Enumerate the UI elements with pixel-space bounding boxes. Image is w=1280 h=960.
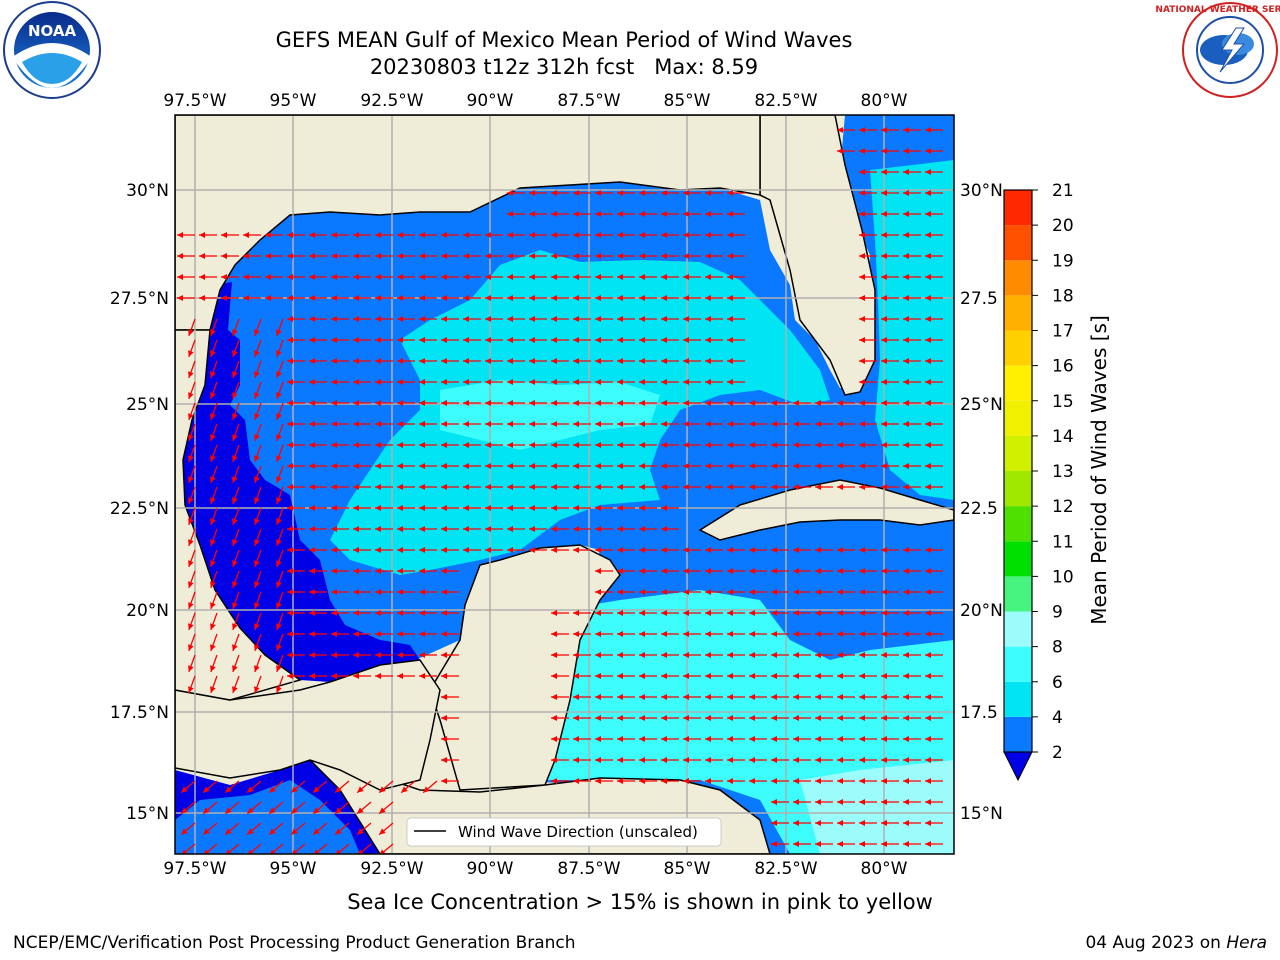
arrow-legend: Wind Wave Direction (unscaled) — [406, 817, 722, 847]
colorbar-segment — [1004, 541, 1032, 577]
colorbar-tick-label: 20 — [1052, 216, 1074, 236]
colorbar-tick-label: 9 — [1052, 603, 1063, 623]
axis-ticks: 97.5°W 97.5°W 95°W 95°W 92.5°W 92.5°W 90°W 90°W… — [110, 91, 1003, 879]
lon-label-bottom: 87.5°W — [557, 859, 620, 879]
colorbar-segment — [1004, 400, 1032, 436]
colorbar-tick-label: 13 — [1052, 462, 1074, 482]
colorbar-segment — [1004, 260, 1032, 296]
sea-ice-note: Sea Ice Concentration > 15% is shown in … — [347, 890, 933, 914]
credit-text: NCEP/EMC/Verification Post Processing Pr… — [13, 933, 576, 953]
colorbar-tick-label: 8 — [1052, 638, 1063, 658]
lat-label-left: 27.5°N — [110, 289, 169, 309]
date-value: 04 Aug 2023 on — [1085, 933, 1221, 953]
colorbar-tick-label: 12 — [1052, 497, 1074, 517]
south-mexico-land — [175, 659, 441, 791]
mexico-east-coast — [175, 329, 302, 701]
colorbar-segment — [1004, 225, 1032, 261]
us-gulf-coast — [175, 115, 761, 331]
colorbar-segment — [1004, 681, 1032, 717]
lon-label-top: 80°W — [861, 91, 908, 111]
colorbar-segment — [1004, 646, 1032, 682]
colorbar-segment — [1004, 190, 1032, 226]
lat-label-left: 30°N — [126, 181, 169, 201]
florida-land — [759, 115, 876, 396]
colorbar-segment — [1004, 576, 1032, 612]
pacific-blue — [175, 780, 360, 854]
lat-label-right: 15°N — [960, 804, 1003, 824]
colorbar-segment — [1004, 611, 1032, 647]
colorbar-segment — [1004, 330, 1032, 366]
lat-label-left: 22.5°N — [110, 499, 169, 519]
map-subtitle: 20230803 t12z 312h fcst Max: 8.59 — [369, 55, 759, 79]
lon-label-top: 95°W — [270, 91, 317, 111]
lon-label-bottom: 97.5°W — [163, 859, 226, 879]
colorbar-tick-label: 14 — [1052, 427, 1074, 447]
lon-label-bottom: 80°W — [861, 859, 908, 879]
colorbar-segment — [1004, 716, 1032, 752]
west-gulf-low — [183, 282, 420, 682]
caribbean-blue — [700, 510, 954, 640]
map-frame — [174, 114, 955, 855]
caribbean-pale — [800, 760, 954, 854]
graticule — [175, 115, 954, 854]
ocean-layer — [175, 115, 954, 854]
colorbar-under-arrow — [1003, 751, 1033, 782]
lon-label-bottom: 90°W — [467, 859, 514, 879]
host-name: Hera — [1226, 933, 1267, 953]
lat-label-right: 30°N — [960, 181, 1003, 201]
central-gulf-pale — [440, 380, 660, 450]
colorbar-tick-label: 17 — [1052, 322, 1074, 342]
yucatan-land — [429, 544, 621, 791]
colorbar-segment — [1004, 365, 1032, 401]
colorbar-tick-label: 18 — [1052, 286, 1074, 306]
colorbar-label: Mean Period of Wind Waves [s] — [1087, 315, 1111, 625]
lat-label-right: 17.5 — [960, 703, 998, 723]
colorbar-tick-label: 2 — [1052, 743, 1063, 763]
colorbar-tick-label: 11 — [1052, 532, 1074, 552]
lat-label-right: 25°N — [960, 395, 1003, 415]
noaa-logo-text: NOAA — [28, 22, 77, 40]
colorbar-segment — [1004, 506, 1032, 542]
lon-label-top: 90°W — [467, 91, 514, 111]
lat-label-left: 17.5°N — [110, 703, 169, 723]
lon-label-top: 85°W — [664, 91, 711, 111]
lon-label-bottom: 85°W — [664, 859, 711, 879]
lat-label-left: 15°N — [126, 804, 169, 824]
wind-wave-arrows — [177, 127, 943, 854]
colorbar-segment — [1004, 295, 1032, 331]
legend-label: Wind Wave Direction (unscaled) — [458, 823, 698, 841]
colorbar-segment — [1004, 435, 1032, 471]
colorbar: 2 4 6 8 9 10 11 12 13 14 15 16 17 18 19 20 21 — [1003, 181, 1074, 782]
nws-logo-text: NATIONAL WEATHER SERVICE — [1155, 5, 1280, 15]
colorbar-segment — [1004, 471, 1032, 507]
colorbar-tick-label: 21 — [1052, 181, 1074, 201]
lon-label-bottom: 92.5°W — [360, 859, 423, 879]
colorbar-tick-label: 19 — [1052, 251, 1074, 271]
atlantic-cyan — [870, 160, 954, 500]
date-text: 04 Aug 2023 on Hera — [1085, 933, 1267, 953]
colorbar-tick-label: 10 — [1052, 567, 1074, 587]
lat-label-right: 20°N — [960, 601, 1003, 621]
colorbar-tick-label: 6 — [1052, 673, 1063, 693]
lat-label-right: 22.5 — [960, 499, 998, 519]
lon-label-top: 97.5°W — [163, 91, 226, 111]
lon-label-top: 82.5°W — [754, 91, 817, 111]
map-title: GEFS MEAN Gulf of Mexico Mean Period of … — [275, 28, 853, 52]
lon-label-bottom: 82.5°W — [754, 859, 817, 879]
nws-logo: NATIONAL WEATHER SERVICE — [1155, 2, 1280, 98]
lon-label-top: 92.5°W — [360, 91, 423, 111]
lat-label-left: 20°N — [126, 601, 169, 621]
lon-label-bottom: 95°W — [270, 859, 317, 879]
lat-label-left: 25°N — [126, 395, 169, 415]
colorbar-tick-label: 4 — [1052, 708, 1063, 728]
lat-label-right: 27.5 — [960, 289, 998, 309]
colorbar-tick-label: 16 — [1052, 357, 1074, 377]
noaa-logo: NOAA — [3, 1, 101, 99]
lon-label-top: 87.5°W — [557, 91, 620, 111]
colorbar-tick-label: 15 — [1052, 392, 1074, 412]
